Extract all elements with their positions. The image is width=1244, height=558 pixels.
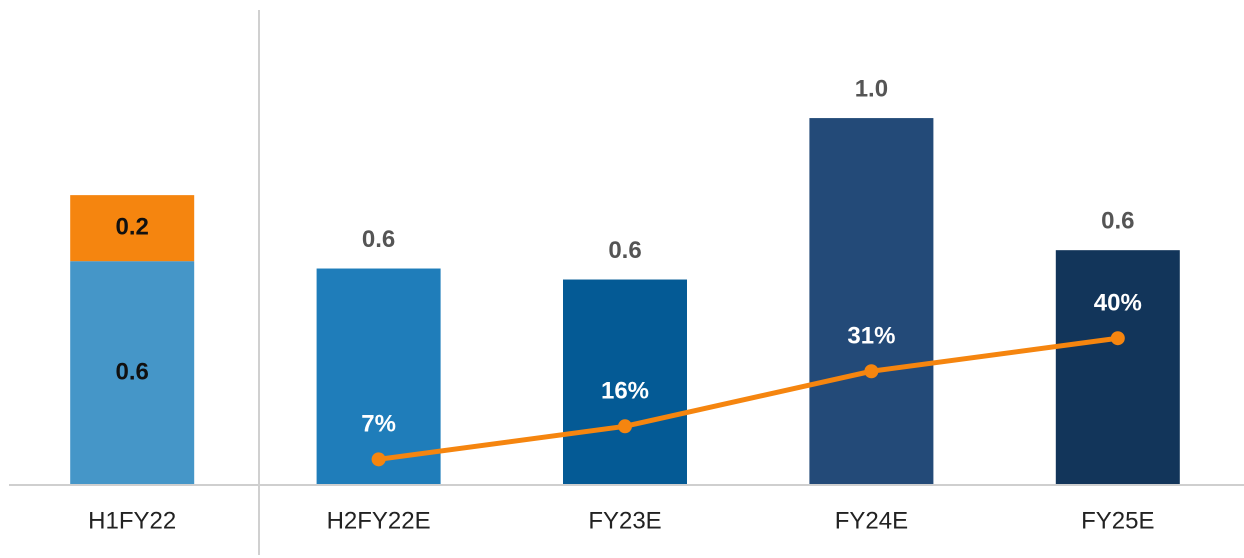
value-label: 1.0 (855, 75, 888, 102)
value-label: 0.6 (1101, 208, 1134, 235)
bar (809, 118, 934, 486)
line-marker (371, 452, 386, 467)
x-tick-label: H2FY22E (327, 507, 431, 534)
bar (316, 268, 441, 485)
value-label: 7% (361, 411, 396, 438)
x-tick-label: H1FY22 (88, 507, 176, 534)
x-tick-label: FY25E (1081, 507, 1154, 534)
value-label: 0.6 (608, 237, 641, 264)
x-tick-label: FY24E (835, 507, 908, 534)
value-label: 40% (1094, 290, 1142, 317)
value-label: 0.2 (116, 213, 149, 240)
line (378, 335, 1119, 462)
value-label: 31% (847, 323, 895, 350)
x-tick-label: FY23E (588, 507, 661, 534)
bar (70, 195, 195, 262)
bar (563, 279, 687, 485)
value-label: 16% (601, 378, 649, 405)
bar (1055, 250, 1180, 485)
value-label: 0.6 (116, 358, 149, 385)
line-marker (618, 419, 632, 434)
line-marker (1110, 331, 1125, 346)
bar (70, 261, 195, 485)
line-marker (864, 364, 879, 379)
value-label: 0.6 (362, 226, 395, 253)
